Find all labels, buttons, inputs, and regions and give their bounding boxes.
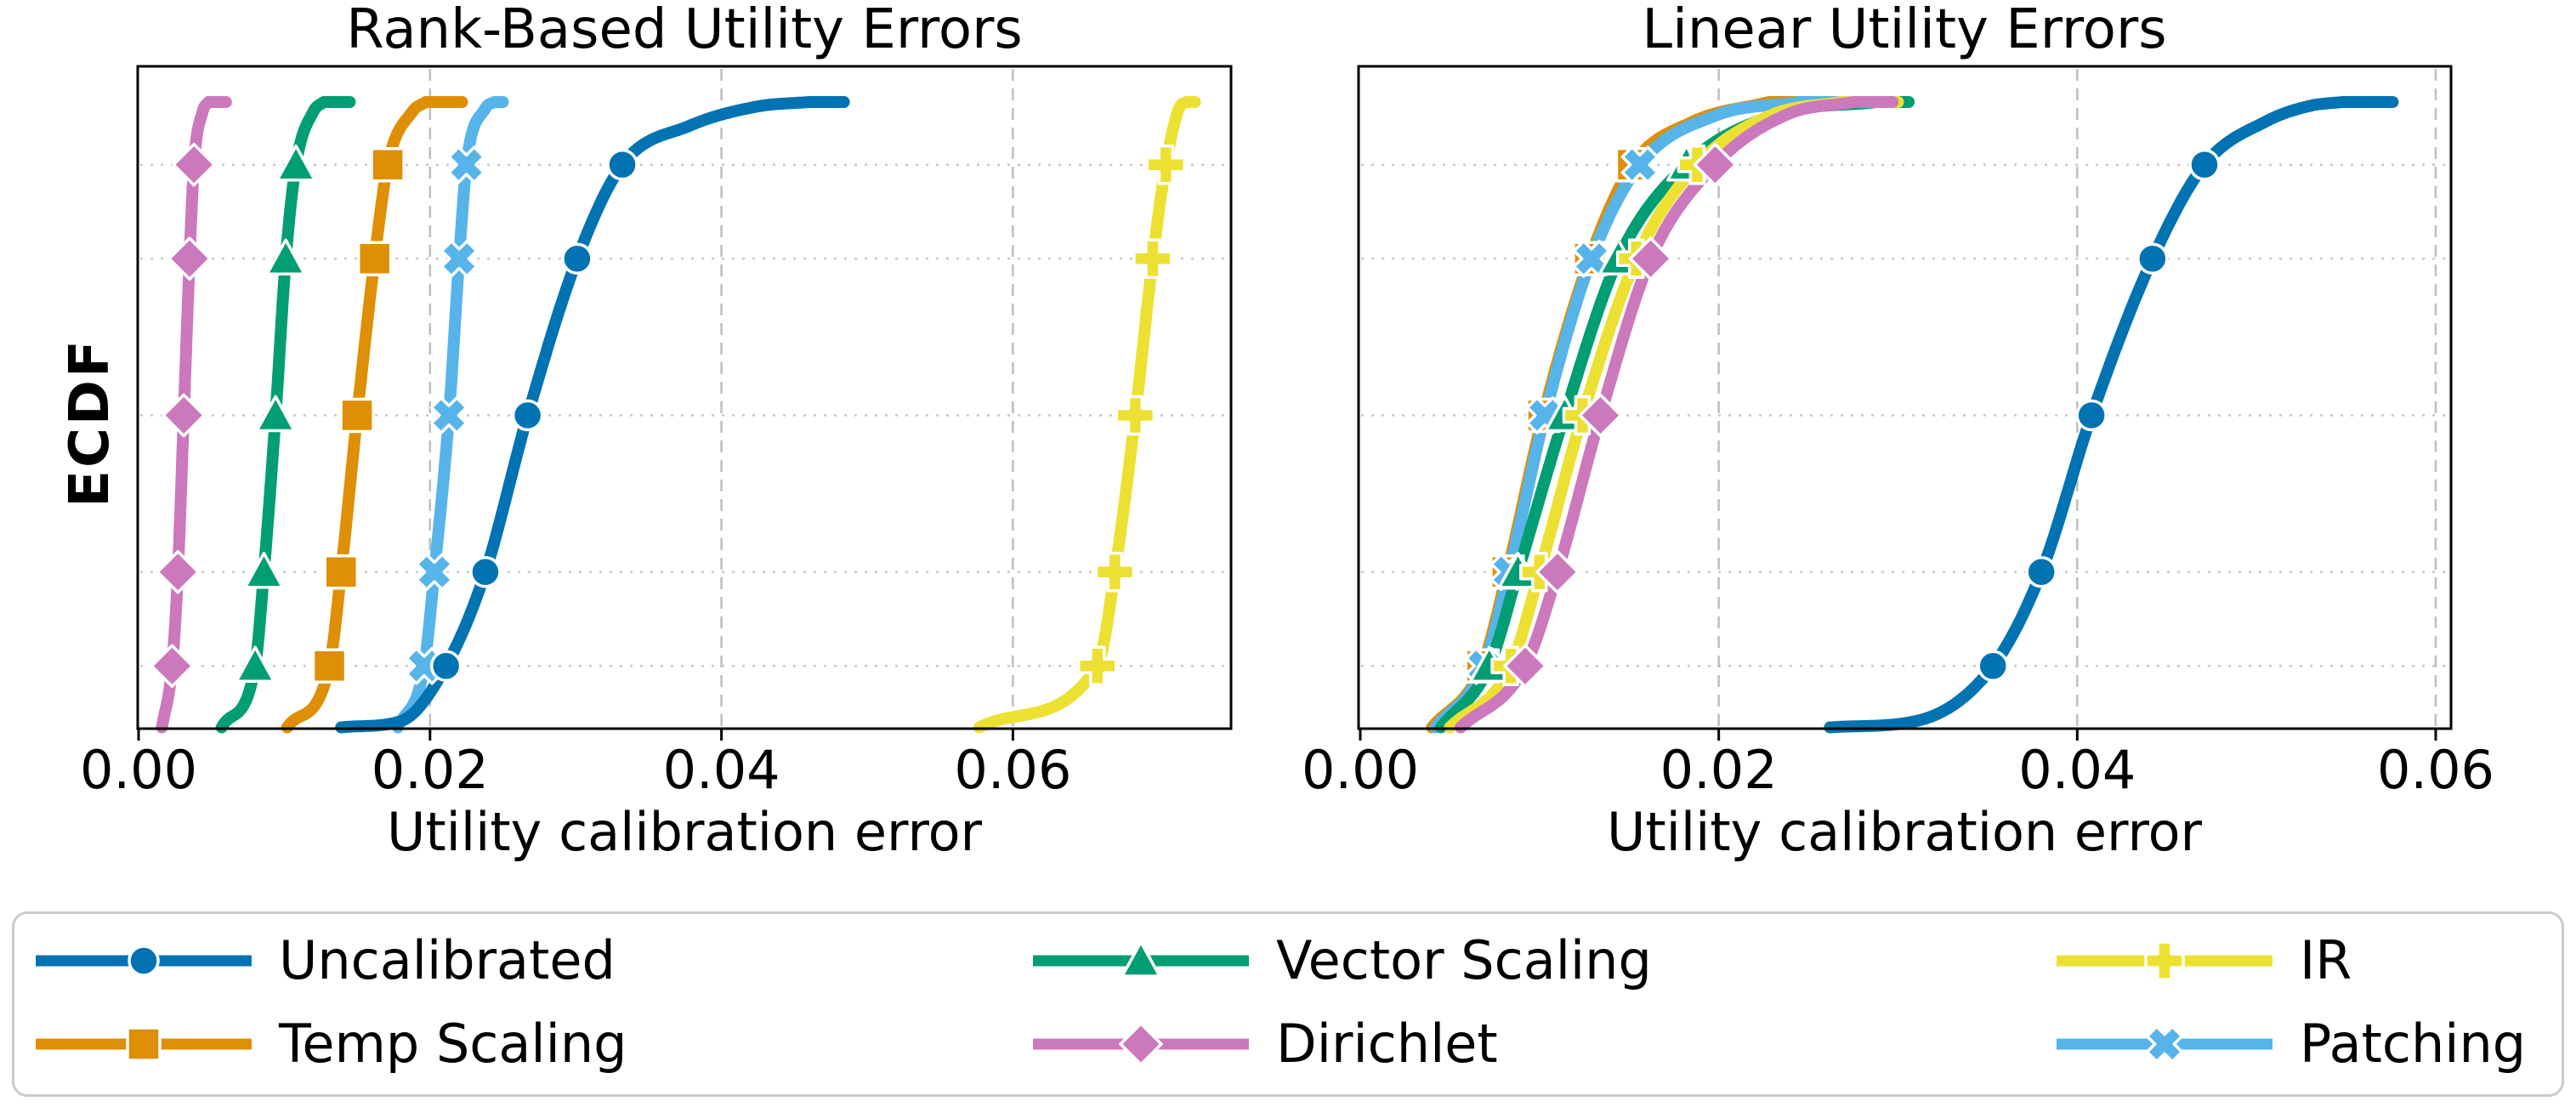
circle-marker	[429, 650, 462, 683]
legend-item-uncalibrated: Uncalibrated	[36, 934, 616, 988]
right-plot-x-axis-label: Utility calibration error	[1606, 801, 2203, 863]
diamond-marker	[1578, 393, 1623, 438]
square-marker	[126, 1026, 162, 1062]
legend-square-sample	[36, 1026, 252, 1062]
left-plot-x-axis-label: Utility calibration error	[386, 801, 983, 863]
circle-marker	[2188, 148, 2221, 181]
diamond-marker	[162, 393, 206, 438]
circle-marker	[469, 556, 502, 588]
axes-spines	[136, 65, 1233, 730]
left-plot-y-axis-label: ECDF	[59, 338, 122, 508]
diamond-marker	[172, 142, 216, 187]
legend-x-sample	[2057, 1025, 2272, 1064]
plus-marker	[2144, 940, 2185, 981]
curve-vector-scaling	[215, 96, 356, 734]
markers-temp-scaling	[311, 146, 406, 684]
diamond-marker	[1503, 644, 1547, 689]
circle-marker	[511, 399, 544, 432]
legend-label: Dirichlet	[1276, 1013, 1498, 1075]
markers-ir	[1077, 144, 1187, 687]
x-tick-label: 0.00	[79, 739, 198, 801]
left-plot-title: Rank-Based Utility Errors	[346, 0, 1023, 61]
legend-item-vector-scaling: Vector Scaling	[1033, 934, 1652, 988]
legend-item-patching: Patching	[2057, 1017, 2526, 1071]
curve-patching	[392, 96, 509, 734]
diamond-marker	[1693, 142, 1738, 187]
plus-marker	[1115, 395, 1156, 436]
circle-marker	[2136, 242, 2169, 275]
legend-label: IR	[2300, 929, 2352, 991]
legend-label: Uncalibrated	[279, 929, 616, 991]
triangle-marker	[243, 552, 285, 589]
x-tick-label: 0.02	[1660, 739, 1778, 801]
axes-spines	[1357, 65, 2453, 730]
square-marker	[323, 554, 359, 590]
diamond-marker	[156, 550, 201, 594]
triangle-marker	[255, 395, 296, 433]
plus-marker	[1145, 144, 1187, 185]
legend-item-dirichlet: Dirichlet	[1033, 1017, 1498, 1071]
plus-marker	[1077, 645, 1118, 687]
legend: Uncalibrated Temp Scaling Vector Scaling Di…	[12, 911, 2564, 1097]
diamond-marker	[167, 236, 212, 281]
markers-uncalibrated	[429, 148, 638, 683]
triangle-marker	[235, 645, 275, 684]
circle-marker	[606, 148, 638, 181]
x-tick-label: 0.04	[662, 739, 780, 801]
legend-circle-sample	[36, 945, 252, 977]
x-tick-label: 0.06	[2376, 739, 2494, 801]
x-tick-label: 0.06	[954, 739, 1072, 801]
circle-marker	[561, 242, 593, 275]
diamond-marker	[1119, 1022, 1163, 1066]
x-marker	[415, 553, 454, 592]
square-marker	[370, 146, 406, 183]
plus-marker	[1094, 552, 1136, 593]
x-tick-label: 0.04	[2018, 739, 2136, 801]
x-marker	[2145, 1025, 2184, 1064]
legend-plus-sample	[2057, 940, 2272, 981]
x-marker	[447, 145, 485, 184]
triangle-marker	[1121, 940, 1161, 978]
markers-vector-scaling	[235, 144, 316, 684]
circle-marker	[1977, 650, 2009, 683]
diamond-marker	[150, 644, 195, 689]
circle-marker	[2075, 399, 2108, 432]
plus-marker	[1132, 238, 1173, 279]
curve-patching	[1429, 96, 1854, 734]
panel-linear-utility-errors	[1357, 65, 2453, 741]
right-plot-title: Linear Utility Errors	[1642, 0, 2167, 61]
x-marker	[1620, 145, 1660, 184]
legend-item-temp-scaling: Temp Scaling	[36, 1017, 627, 1071]
circle-marker	[128, 945, 160, 977]
x-marker	[1572, 239, 1611, 278]
square-marker	[311, 648, 348, 684]
x-tick-label: 0.02	[371, 739, 489, 801]
legend-label: Vector Scaling	[1276, 929, 1652, 991]
legend-label: Patching	[2300, 1013, 2527, 1075]
diamond-marker	[1535, 550, 1580, 594]
legend-triangle-sample	[1033, 940, 1249, 978]
legend-item-ir: IR	[2057, 934, 2352, 988]
triangle-marker	[265, 238, 306, 275]
circle-marker	[2025, 556, 2057, 588]
markers-dirichlet	[150, 142, 216, 689]
legend-diamond-sample	[1033, 1022, 1249, 1066]
triangle-marker	[275, 144, 316, 182]
markers-uncalibrated	[1977, 148, 2221, 683]
x-marker	[429, 396, 468, 434]
x-tick-label: 0.00	[1301, 739, 1420, 801]
square-marker	[339, 397, 375, 434]
curve-dirichlet	[156, 96, 232, 734]
diamond-marker	[1628, 236, 1673, 281]
x-marker	[440, 239, 479, 278]
panel-rank-based-utility-errors	[136, 65, 1233, 741]
legend-label: Temp Scaling	[279, 1013, 627, 1075]
markers-dirichlet	[1503, 142, 1738, 689]
square-marker	[356, 241, 393, 276]
